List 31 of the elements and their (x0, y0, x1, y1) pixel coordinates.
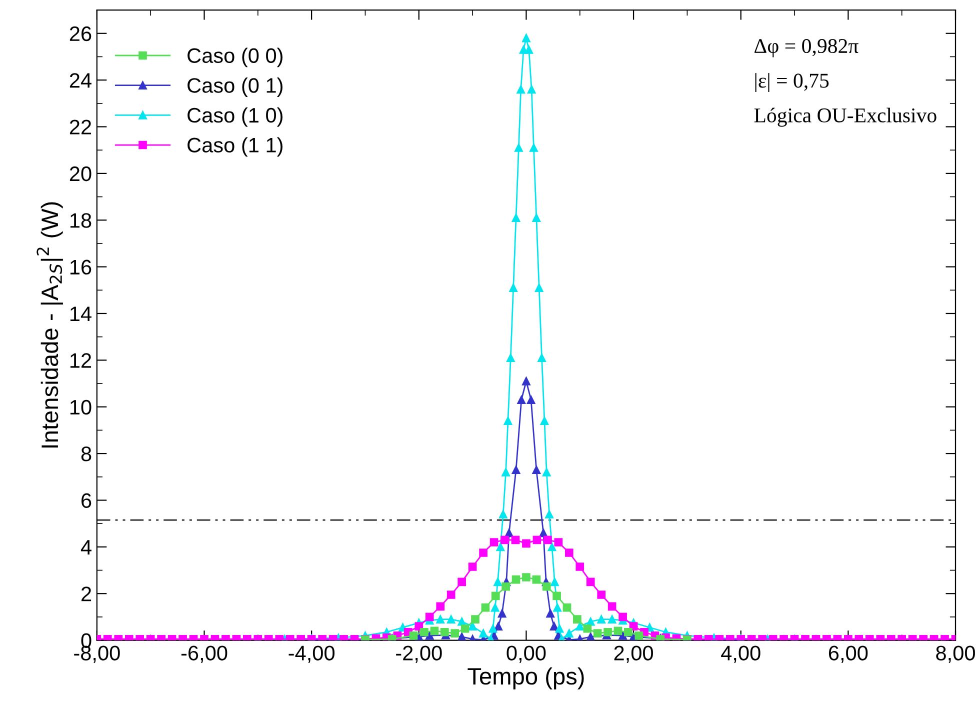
legend-label: Caso (0 0) (188, 48, 282, 68)
y-tick-label: 4 (80, 540, 92, 554)
y-tick-label: 14 (70, 306, 92, 322)
y-tick-label: 10 (70, 400, 92, 415)
y-tick-label: 20 (70, 166, 92, 182)
y-tick-label: 24 (70, 73, 92, 88)
y-tick-label: 12 (70, 353, 92, 368)
annotation: Δφ = 0,982π (754, 39, 858, 58)
legend-label: Caso (0 1) (188, 78, 282, 97)
y-tick-label: 8 (81, 446, 92, 462)
y-tick-label: 18 (70, 213, 92, 228)
x-tick-label: 0,00 (506, 646, 546, 663)
y-tick-label: 22 (70, 120, 92, 134)
x-tick-label: -4,00 (288, 646, 334, 663)
x-tick-label: 6,00 (828, 646, 868, 663)
annotation: Lógica OU-Exclusivo (754, 108, 936, 127)
y-tick-label: 26 (70, 26, 92, 42)
y-tick-label: 6 (82, 493, 92, 508)
x-tick-label: 4,00 (721, 646, 760, 663)
x-tick-label: -2,00 (396, 646, 442, 663)
x-tick-label: -8,00 (74, 646, 120, 663)
annotation: |ε| = 0,75 (755, 73, 829, 92)
y-tick-label: 16 (70, 260, 92, 275)
y-axis-title: Intensidade - |A$_{2S}$|$^{2}$ (W) (36, 202, 63, 448)
x-tick-label: -6,00 (181, 646, 228, 663)
legend-label: Caso (1 1) (188, 137, 282, 157)
x-axis-title: Tempo (ps) (468, 667, 584, 690)
x-tick-label: 8,00 (936, 646, 975, 663)
legend-label: Caso (1 0) (188, 107, 282, 127)
y-tick-label: 2 (82, 586, 92, 602)
x-tick-label: 2,00 (614, 646, 653, 663)
